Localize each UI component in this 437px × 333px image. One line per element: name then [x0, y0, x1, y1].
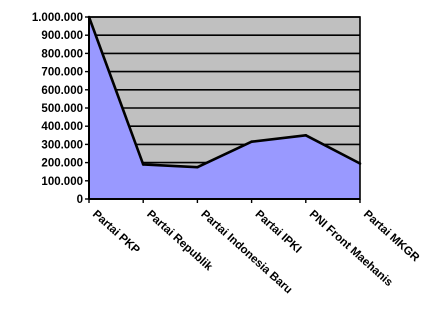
data-points — [87, 15, 362, 169]
y-tick-label: 300.000 — [41, 139, 83, 151]
y-tick-label: 800.000 — [41, 48, 83, 60]
y-tick-label: 100.000 — [41, 176, 83, 188]
y-tick-label: 400.000 — [41, 121, 83, 133]
y-axis: 0 100.000 200.000 300.000 400.000 500.000 600.… — [32, 12, 90, 206]
x-category-label: Partai MKGR — [361, 208, 422, 264]
y-tick-label: 900.000 — [41, 30, 83, 42]
data-point — [250, 140, 253, 143]
x-category-label: Partai Indonesia Baru — [198, 208, 294, 296]
x-category-label: Partai IPKI — [253, 208, 304, 255]
data-point — [304, 134, 308, 137]
data-point — [358, 162, 362, 165]
data-point — [141, 163, 145, 166]
data-point — [196, 165, 199, 169]
y-tick-label: 700.000 — [41, 67, 83, 79]
data-area — [89, 17, 360, 199]
y-tick-label: 0 — [77, 194, 83, 206]
y-tick-label: 600.000 — [41, 85, 83, 97]
x-category-label: Partai PKP — [90, 208, 142, 256]
y-tick-label: 200.000 — [41, 158, 83, 170]
y-tick-label: 500.000 — [41, 103, 83, 115]
data-line — [87, 16, 361, 169]
y-tick-label: 1.000.000 — [32, 12, 83, 24]
data-point — [87, 15, 91, 19]
